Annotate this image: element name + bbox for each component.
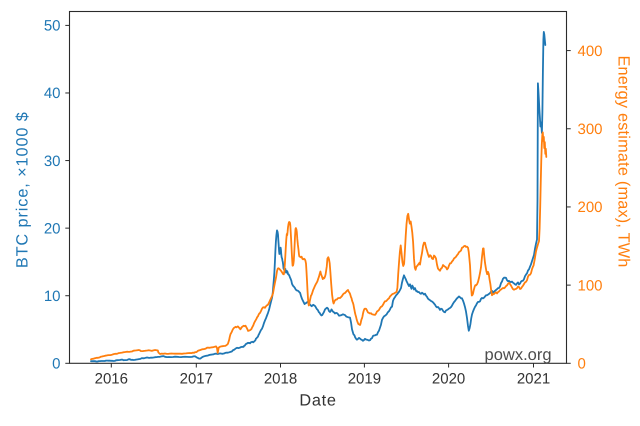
svg-text:0: 0 [52,356,60,373]
svg-text:2020: 2020 [432,371,465,388]
svg-text:2021: 2021 [517,371,550,388]
svg-text:Energy estimate (max), TWh: Energy estimate (max), TWh [615,55,633,267]
svg-text:30: 30 [44,153,61,170]
svg-text:BTC price, ×1000 $: BTC price, ×1000 $ [14,111,32,268]
svg-text:2017: 2017 [180,371,213,388]
svg-text:40: 40 [44,85,61,102]
svg-text:0: 0 [578,356,586,373]
svg-text:200: 200 [578,199,603,216]
svg-text:2016: 2016 [95,371,128,388]
svg-text:50: 50 [44,18,61,35]
svg-text:Date: Date [299,392,336,410]
svg-text:20: 20 [44,220,61,237]
svg-text:2018: 2018 [264,371,297,388]
svg-text:300: 300 [578,121,603,138]
svg-text:400: 400 [578,43,603,60]
svg-text:100: 100 [578,277,603,294]
svg-text:10: 10 [44,288,61,305]
svg-text:2019: 2019 [348,371,381,388]
svg-text:powx.org: powx.org [485,346,552,364]
